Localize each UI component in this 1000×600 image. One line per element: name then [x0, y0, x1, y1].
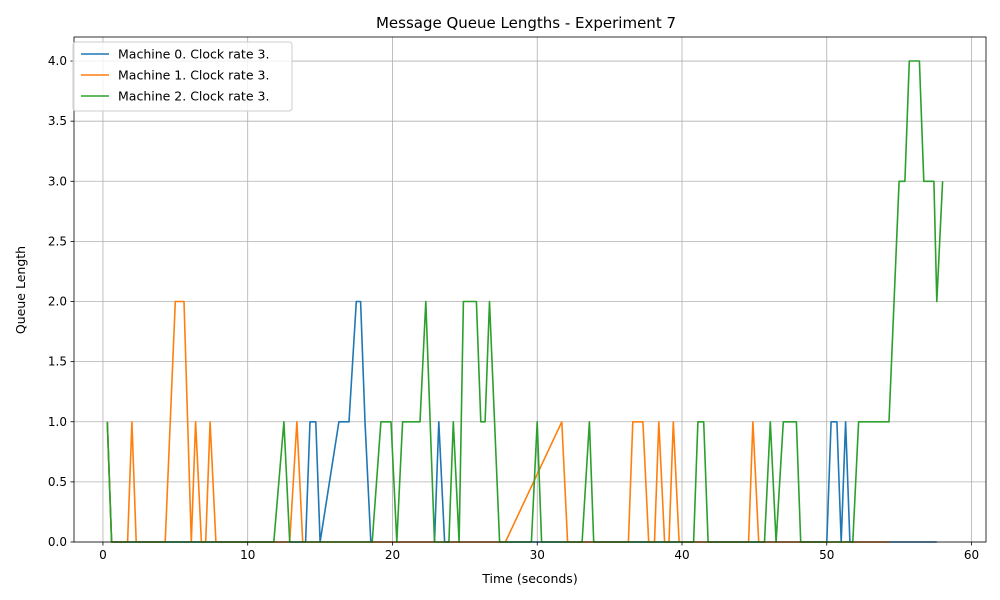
legend-label-machine-0: Machine 0. Clock rate 3. [118, 47, 269, 62]
x-tick-label: 20 [385, 548, 400, 562]
plot-frame [73, 36, 987, 543]
legend: Machine 0. Clock rate 3. Machine 1. Clock… [72, 41, 293, 112]
legend-label-machine-1: Machine 1. Clock rate 3. [118, 68, 269, 83]
y-tick-label: 0.5 [48, 475, 67, 489]
x-tick-label: 0 [99, 548, 107, 562]
y-tick-label: 1.5 [48, 355, 67, 369]
y-tick-label: 3.0 [48, 174, 67, 188]
x-axis-label: Time (seconds) [481, 571, 577, 586]
x-tick-label: 40 [674, 548, 689, 562]
x-tick-label: 50 [819, 548, 834, 562]
y-tick-label: 1.0 [48, 415, 67, 429]
x-tick-label: 10 [240, 548, 255, 562]
y-axis-label: Queue Length [13, 246, 28, 334]
y-tick-label: 0.0 [48, 535, 67, 549]
y-tick-label: 4.0 [48, 54, 67, 68]
legend-box [72, 41, 293, 112]
x-tick-label: 30 [530, 548, 545, 562]
chart-title: Message Queue Lengths - Experiment 7 [376, 14, 676, 32]
legend-label-machine-2: Machine 2. Clock rate 3. [118, 89, 269, 104]
y-tick-label: 2.5 [48, 234, 67, 248]
x-tick-label: 60 [964, 548, 979, 562]
y-tick-label: 3.5 [48, 114, 67, 128]
ticks: 0 10 20 30 40 50 60 0.0 0.5 1.0 1.5 2.0 2.5 3.0 3.5 4.0 [48, 54, 979, 562]
y-tick-label: 2.0 [48, 295, 67, 309]
plot-area [74, 37, 986, 542]
series-line-machine-0 [106, 300, 937, 543]
